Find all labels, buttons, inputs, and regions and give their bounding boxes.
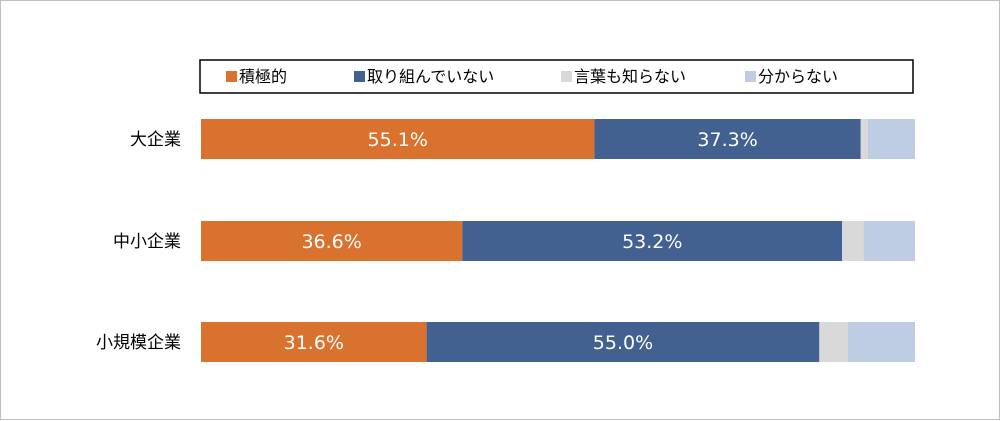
bar-segment-1-2 (594, 119, 861, 159)
legend: 積極的 取り組んでいない 言葉も知らない 分からない (226, 67, 838, 86)
bar-segment-2-2 (462, 221, 843, 261)
legend-swatch-4 (745, 71, 756, 82)
plot-area: 大企業 55.1% 37.3% 中小企業 36.6% 53.2% 小規模企業 31.6% 55.… (96, 119, 915, 362)
legend-swatch-1 (226, 71, 237, 82)
bar-segment-1-3 (860, 119, 868, 159)
bar-segment-3-2 (426, 322, 820, 362)
bar-segment-3-4 (847, 322, 915, 362)
data-label-3-2: 55.0% (593, 332, 653, 354)
bar-segment-2-4 (863, 221, 915, 261)
data-label-2-1: 36.6% (301, 231, 361, 253)
category-label-2: 中小企業 (113, 232, 181, 252)
legend-swatch-3 (561, 71, 572, 82)
legend-box (199, 59, 914, 94)
legend-label-3: 言葉も知らない (574, 67, 686, 86)
bar-segment-2-1 (201, 221, 463, 261)
category-label-3: 小規模企業 (96, 333, 181, 353)
legend-label-4: 分からない (758, 67, 838, 86)
legend-label-2: 取り組んでいない (367, 67, 494, 86)
legend-label-1: 積極的 (239, 67, 287, 86)
category-label-1: 大企業 (130, 130, 181, 150)
bar-segment-1-4 (867, 119, 915, 159)
bar-segment-3-3 (819, 322, 848, 362)
bar-segment-3-1 (201, 322, 427, 362)
data-label-1-1: 55.1% (368, 129, 428, 151)
data-label-2-2: 53.2% (622, 231, 682, 253)
bar-segment-2-3 (842, 221, 864, 261)
legend-swatch-2 (354, 71, 365, 82)
data-label-3-1: 31.6% (284, 332, 344, 354)
bar-segment-1-1 (201, 119, 595, 159)
data-label-1-2: 37.3% (697, 129, 757, 151)
